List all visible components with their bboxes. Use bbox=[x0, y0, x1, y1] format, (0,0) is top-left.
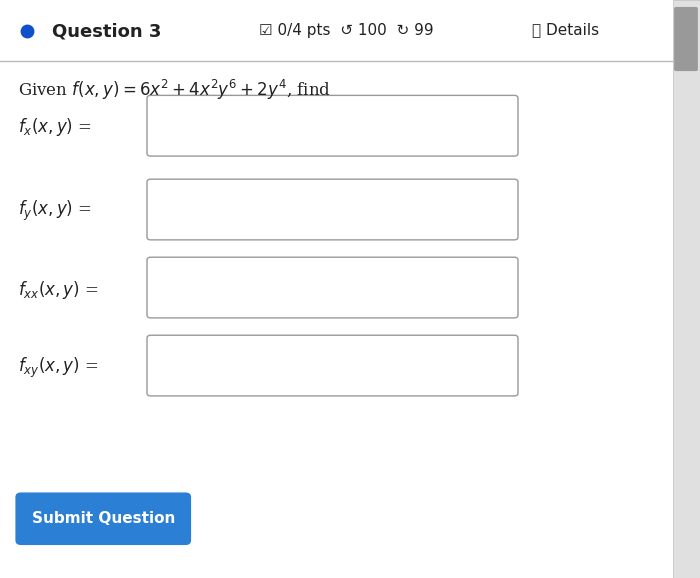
FancyBboxPatch shape bbox=[15, 492, 191, 545]
FancyBboxPatch shape bbox=[0, 0, 673, 578]
FancyBboxPatch shape bbox=[147, 257, 518, 318]
FancyBboxPatch shape bbox=[673, 0, 700, 578]
Text: Given $f(x, y) = 6x^2 + 4x^2y^6 + 2y^4$, find: Given $f(x, y) = 6x^2 + 4x^2y^6 + 2y^4$,… bbox=[18, 77, 330, 102]
Text: Question 3: Question 3 bbox=[52, 22, 162, 40]
FancyBboxPatch shape bbox=[147, 95, 518, 156]
Text: $f_x(x, y)$ =: $f_x(x, y)$ = bbox=[18, 116, 91, 138]
Text: $f_{xx}(x, y)$ =: $f_{xx}(x, y)$ = bbox=[18, 279, 98, 301]
FancyBboxPatch shape bbox=[674, 7, 698, 71]
Text: Submit Question: Submit Question bbox=[32, 512, 175, 526]
FancyBboxPatch shape bbox=[0, 61, 673, 578]
FancyBboxPatch shape bbox=[0, 0, 673, 61]
Text: ⓘ Details: ⓘ Details bbox=[532, 23, 599, 38]
Text: ☑ 0/4 pts  ↺ 100  ↻ 99: ☑ 0/4 pts ↺ 100 ↻ 99 bbox=[259, 23, 433, 38]
Text: $f_{xy}(x, y)$ =: $f_{xy}(x, y)$ = bbox=[18, 356, 98, 380]
FancyBboxPatch shape bbox=[147, 179, 518, 240]
Text: $f_y(x, y)$ =: $f_y(x, y)$ = bbox=[18, 199, 91, 223]
FancyBboxPatch shape bbox=[147, 335, 518, 396]
